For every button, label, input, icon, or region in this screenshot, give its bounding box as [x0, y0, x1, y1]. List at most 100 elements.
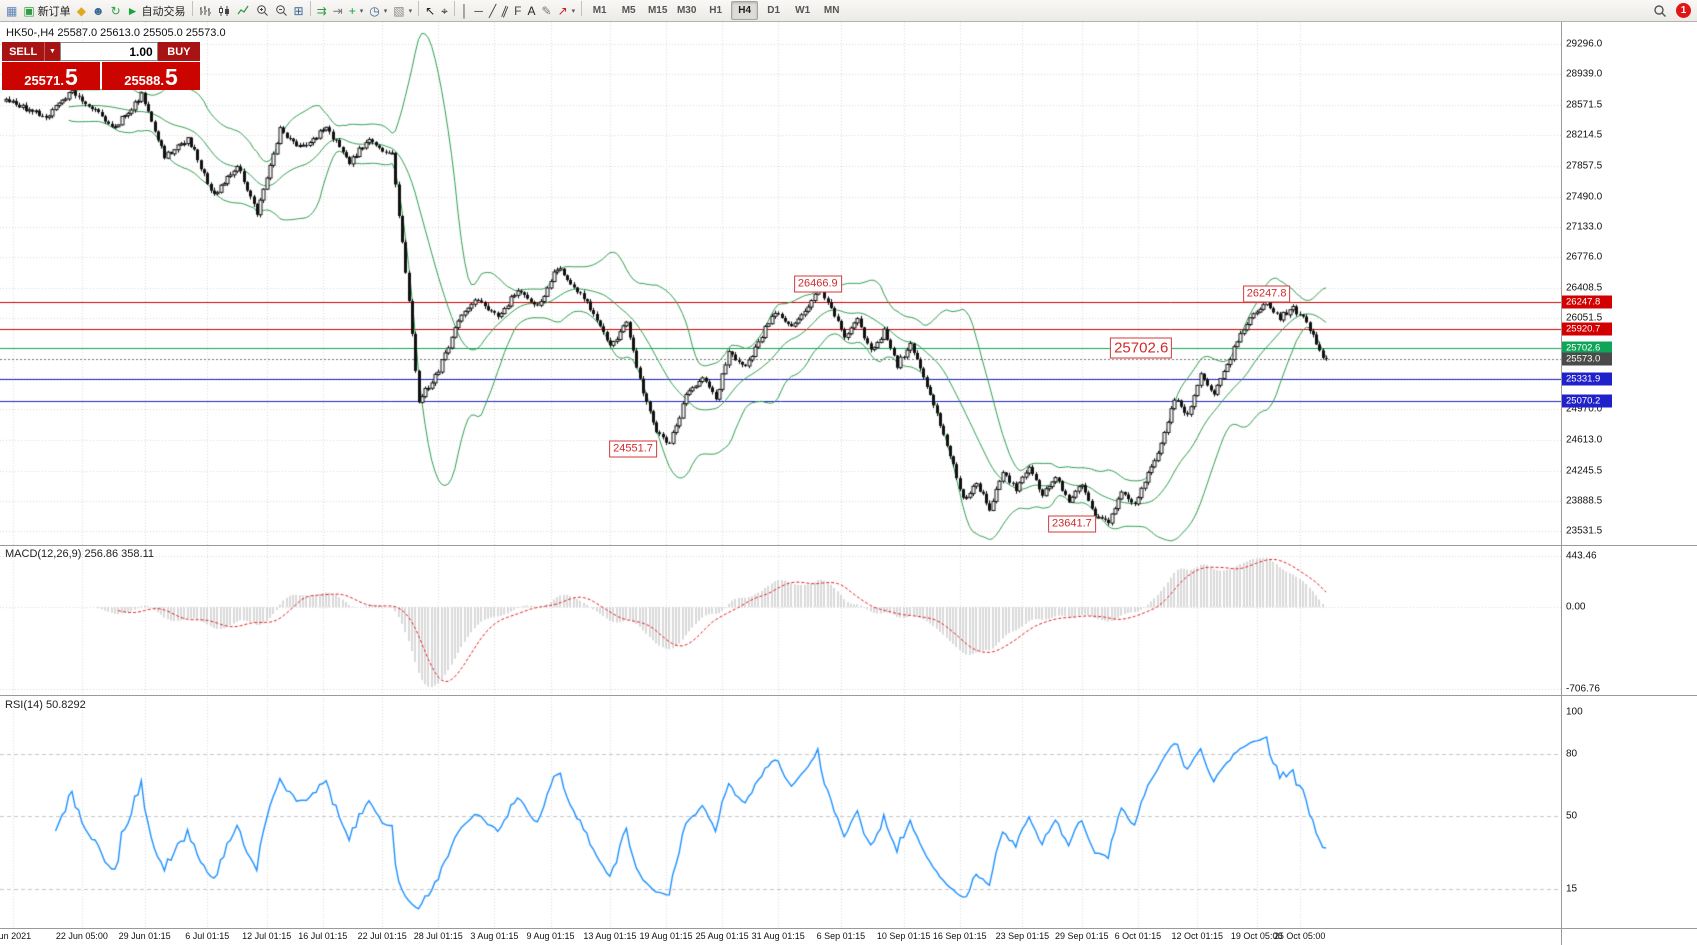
symbol-ohlc-line: HK50-,H4 25587.0 25613.0 25505.0 25573.0 [6, 27, 226, 39]
arrows-tool-icon[interactable]: ↗ ▾ [555, 1, 579, 21]
timeframe-button-d1[interactable]: D1 [767, 5, 781, 16]
price-axis-tick: 23531.5 [1566, 525, 1603, 537]
price-axis-tick: 28214.5 [1566, 129, 1603, 141]
macd-axis-tick: -706.76 [1566, 683, 1600, 695]
timeframe-group: M1 M5 M15 M30 H1 H4 D1 W1 MN [585, 1, 846, 20]
text-label-tool-icon[interactable]: ✎ [539, 1, 555, 21]
text-label-tool-icon: ✎ [541, 3, 552, 18]
search-icon[interactable] [1650, 1, 1670, 21]
price-axis-tick: 25337.0 [1566, 372, 1603, 384]
chart-window-icon[interactable]: ▦ [3, 1, 20, 21]
auto-scroll-icon: ⇉ [316, 3, 327, 18]
order-type-caret-icon[interactable]: ▼ [44, 42, 60, 61]
price-level-badge: 25573.0 [1562, 352, 1612, 366]
sell-price-display[interactable]: 25571. 5 [2, 62, 100, 90]
notifications-badge[interactable]: 1 [1676, 3, 1691, 18]
trendline-tool-icon[interactable]: ╱ [486, 1, 499, 21]
price-annotation[interactable]: 25702.6 [1110, 337, 1173, 359]
new-order-button[interactable]: ▣ 新订单 [20, 1, 73, 21]
buy-price-display[interactable]: 25588. 5 [102, 62, 200, 90]
price-level-badge: 25920.7 [1562, 322, 1612, 336]
timeframe-button-mn[interactable]: MN [823, 5, 840, 16]
time-axis-label: 28 Jul 01:15 [413, 931, 463, 941]
sell-button[interactable]: SELL [2, 42, 45, 61]
rsi-panel-canvas[interactable] [0, 695, 1561, 928]
time-axis-label: 19 Aug 01:15 [639, 931, 693, 941]
fibonacci-tool-icon[interactable]: F [511, 1, 524, 21]
timeframe-button-m15[interactable]: M15 [647, 5, 668, 16]
periods-button[interactable]: ◷ ▾ [366, 1, 390, 21]
crosshair-tool-icon: ⌖ [441, 3, 448, 18]
timeframe-button-h4[interactable]: H4 [731, 1, 759, 20]
vertical-line-tool-icon[interactable]: │ [458, 1, 472, 21]
price-annotation[interactable]: 23641.7 [1048, 515, 1096, 533]
price-axis-tick: 29296.0 [1566, 38, 1603, 50]
zoom-out-icon[interactable] [272, 1, 291, 21]
price-axis-tick: 23888.5 [1566, 495, 1603, 507]
toolbar: ▦ ▣ 新订单 ◆ ☻ ↻ ► 自动交易 ⊞ ⇉ ⇥ + ▾ ◷ ▾ ▧ ▾ ↖ ⌖ │ ─ ╱ ∥ F A ✎ ↗ ▾ M1 M5 M1… [0, 0, 1697, 22]
timeframe-button-m5[interactable]: M5 [621, 5, 636, 16]
time-axis-label: 3 Aug 01:15 [470, 931, 519, 941]
price-axis-tick: 25694.5 [1566, 342, 1603, 354]
horizontal-line-tool-icon[interactable]: ─ [471, 1, 486, 21]
new-order-button-label: 新订单 [37, 5, 71, 18]
price-chart-canvas[interactable] [0, 22, 1561, 545]
cursor-tool-icon[interactable]: ↖ [422, 1, 438, 21]
price-annotation[interactable]: 26466.9 [793, 275, 842, 293]
panel-separator [0, 928, 1697, 929]
price-axis-tick: 26776.0 [1566, 251, 1603, 263]
timeframe-button-m1[interactable]: M1 [592, 5, 607, 16]
arrows-tool-icon: ↗ [557, 3, 568, 18]
trendline-tool-icon: ╱ [488, 3, 497, 18]
time-axis-label: 6 Sep 01:15 [816, 931, 866, 941]
one-click-trading-panel: SELL ▼ BUY 25571.5 25588.5 [2, 42, 201, 90]
buy-price-main: 25588. [124, 72, 164, 88]
timeframe-button-h1[interactable]: H1 [709, 5, 723, 16]
alerts-icon[interactable]: ◆ [74, 1, 89, 21]
panel-separator[interactable] [0, 545, 1697, 546]
line-chart-icon[interactable] [234, 1, 253, 21]
fibonacci-tool-icon: F [514, 3, 522, 18]
candlestick-chart-icon[interactable] [215, 1, 234, 21]
price-annotation[interactable]: 24551.7 [609, 440, 657, 458]
panel-separator[interactable] [0, 695, 1697, 696]
accounts-icon[interactable]: ☻ [89, 1, 108, 21]
refresh-icon: ↻ [110, 3, 121, 18]
channel-tool-icon[interactable]: ∥ [499, 1, 511, 21]
toolbar-left-group: ▦ ▣ 新订单 ◆ ☻ ↻ ► 自动交易 ⊞ ⇉ ⇥ + ▾ ◷ ▾ ▧ ▾ ↖ ⌖ │ ─ ╱ ∥ F A ✎ ↗ ▾ [3, 0, 585, 21]
periods-button: ◷ [369, 3, 380, 18]
zoom-in-icon[interactable] [253, 1, 272, 21]
text-tool-icon: A [527, 3, 536, 18]
dropdown-caret-icon: ▾ [383, 7, 388, 15]
price-annotation[interactable]: 26247.8 [1242, 285, 1291, 303]
toolbar-right-group: 1 [1650, 1, 1697, 21]
timeframe-button-w1[interactable]: W1 [795, 5, 811, 16]
buy-button[interactable]: BUY [157, 42, 201, 61]
autotrade-button: ► [126, 3, 139, 18]
cursor-tool-icon: ↖ [425, 3, 436, 18]
sell-price-big-digit: 5 [64, 64, 78, 91]
toolbar-separator [418, 0, 420, 16]
dropdown-caret-icon: ▾ [359, 7, 364, 15]
tile-windows-icon[interactable]: ⊞ [291, 1, 307, 21]
time-axis-label: 31 Aug 01:15 [751, 931, 805, 941]
rsi-axis-tick: 80 [1566, 748, 1578, 760]
chart-shift-icon[interactable]: ⇥ [330, 1, 346, 21]
timeframe-button-m30[interactable]: M30 [676, 5, 697, 16]
indicators-button[interactable]: + ▾ [346, 1, 367, 21]
bar-chart-icon[interactable] [196, 1, 215, 21]
macd-panel-canvas[interactable] [0, 545, 1561, 695]
time-axis-label: 12 Oct 01:15 [1171, 931, 1224, 941]
crosshair-tool-icon[interactable]: ⌖ [438, 1, 451, 21]
autotrade-button[interactable]: ► 自动交易 [124, 1, 189, 21]
lot-size-input[interactable] [59, 42, 158, 61]
price-axis-tick: 24970.0 [1566, 403, 1603, 415]
new-order-button: ▣ [23, 3, 35, 18]
templates-button[interactable]: ▧ ▾ [390, 1, 415, 21]
text-tool-icon[interactable]: A [525, 1, 539, 21]
refresh-icon[interactable]: ↻ [108, 1, 124, 21]
time-axis-label: 22 Jun 05:00 [55, 931, 108, 941]
auto-scroll-icon[interactable]: ⇉ [314, 1, 330, 21]
time-axis-label: 16 Sep 01:15 [932, 931, 987, 941]
price-level-badge: 25702.6 [1562, 341, 1612, 355]
